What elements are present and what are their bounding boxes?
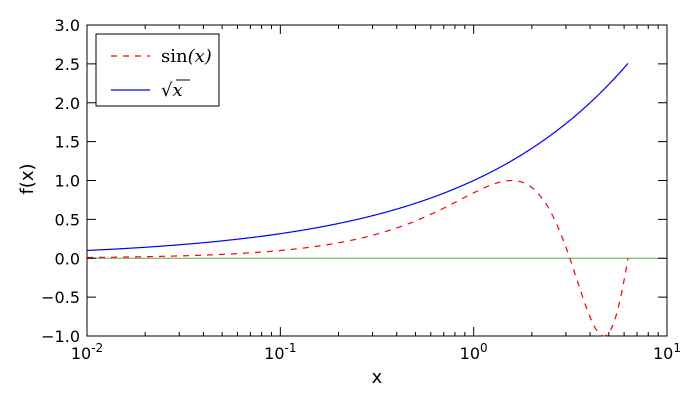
y-tick-label: 3.0 [55,16,80,35]
legend-label-argument: x [172,80,182,101]
y-tick-label: −0.5 [41,288,80,307]
x-axis-label: x [372,367,383,388]
legend-sqrt-label: √x [161,80,183,101]
legend-label-main: √ [161,80,173,101]
sqrt-series-line [86,62,629,252]
x-tick-label: 100 [460,341,488,363]
x-tick-label-exponent: -1 [285,341,297,355]
x-tick-label-exponent: 0 [480,341,488,355]
x-tick-label-exponent: 1 [673,341,681,355]
x-tick-label-base: 10 [264,344,284,363]
y-axis-label: f(x) [17,163,38,194]
x-tick-label: 10-1 [264,341,296,363]
series-layer [86,62,667,337]
y-axis: −1.0 −0.5 0.0 0.5 1.0 1.5 2.0 2.5 3.0 [41,16,667,346]
y-tick-label: 2.0 [55,94,80,113]
y-tick-label: 0.0 [55,249,80,268]
x-tick-label: 101 [653,341,681,363]
legend-box [95,33,220,107]
y-tick-label: 2.5 [55,55,80,74]
legend-label-main: sin [161,46,188,67]
x-tick-label-base: 10 [71,344,91,363]
x-tick-label-exponent: -2 [91,341,103,355]
x-axis: 10-2 10-1 100 101 [71,25,681,363]
x-tick-label-base: 10 [653,344,673,363]
x-tick-label-base: 10 [460,344,480,363]
y-tick-label: −1.0 [41,327,80,346]
x-tick-label: 10-2 [71,341,103,363]
legend-label-argument: (x) [188,46,212,67]
y-tick-label: 0.5 [55,210,80,229]
legend: sin(x)√x [95,33,220,107]
y-tick-label: 1.0 [55,172,80,191]
legend-sin-label: sin(x) [161,46,212,67]
y-tick-label: 1.5 [55,133,80,152]
